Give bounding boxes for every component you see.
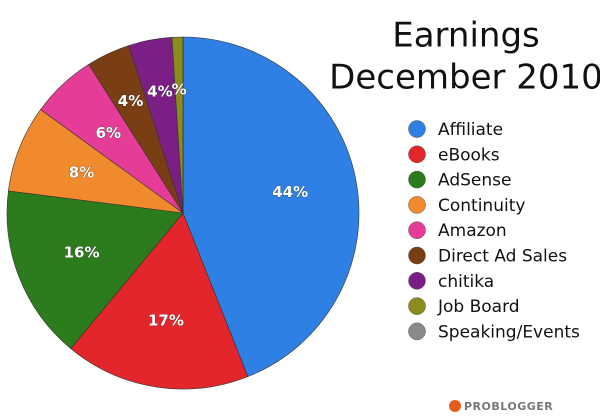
legend-marker — [408, 145, 426, 164]
slice-label: 17% — [148, 311, 184, 329]
legend-label: Affiliate — [438, 120, 503, 140]
slice — [182, 36, 360, 378]
legend-label: eBooks — [438, 145, 500, 165]
legend-label: Continuity — [438, 196, 525, 216]
chart-title: December 2010 — [329, 58, 600, 98]
slice — [8, 109, 184, 214]
legend-marker — [408, 322, 426, 341]
legend-marker — [408, 246, 426, 265]
legend-marker — [408, 120, 426, 138]
slice — [6, 190, 184, 350]
slice-label: 6% — [96, 124, 121, 142]
logo: PROBLOGGER — [464, 400, 553, 413]
slice-label: 8% — [69, 163, 94, 181]
legend-label: Direct Ad Sales — [438, 247, 567, 267]
legend-label: Amazon — [438, 221, 507, 241]
legend-label: Speaking/Events — [438, 322, 580, 342]
legend-label: Job Board — [437, 297, 520, 317]
legend-label: chitika — [438, 272, 494, 292]
slice-label: 4% — [147, 82, 172, 100]
legend-marker — [408, 170, 426, 189]
logo-icon — [449, 400, 461, 412]
legend-marker — [408, 221, 426, 239]
legend-marker — [408, 272, 426, 290]
legend-marker — [408, 297, 426, 315]
slice-label: % — [172, 80, 187, 98]
slice-label: 16% — [64, 244, 100, 262]
slice-label: 44% — [272, 183, 308, 201]
chart-title: Earnings — [392, 16, 540, 56]
slice-label: 4% — [118, 92, 143, 110]
legend-label: AdSense — [438, 171, 511, 191]
legend-marker — [408, 196, 426, 214]
slice — [70, 212, 249, 390]
